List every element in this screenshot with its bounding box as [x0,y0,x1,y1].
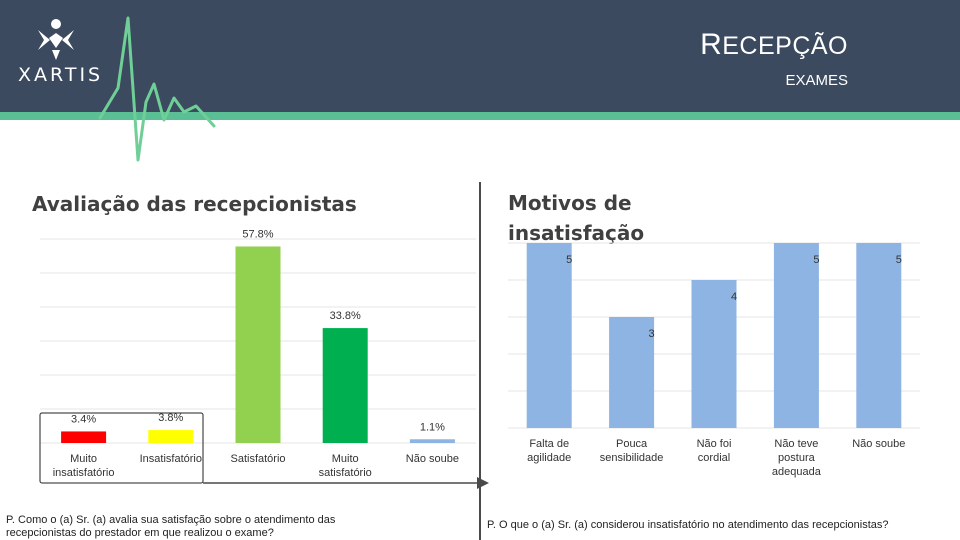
right-question: P. O que o (a) Sr. (a) considerou insati… [487,519,889,531]
right-chart-title: Motivos de insatisfação [508,191,645,245]
right-category-label: Não teve postura adequada [772,438,822,478]
left-category-label: Muito satisfatório [319,453,372,479]
right-category-label: Falta de agilidade [527,438,571,464]
right-bar [856,243,902,428]
insatisfaction-highlight-box [39,412,204,484]
left-value-label: 3.8% [158,412,183,424]
left-category-label: Insatisfatório [140,453,202,465]
page-title: RECEPÇÃO [700,28,848,62]
right-bar [691,280,737,428]
right-category-label: Não foi cordial [697,438,732,464]
left-bar [235,246,281,443]
left-bar-chart: 3.4% Muito insatisfatório 3.8% Insatisfatóri… [40,228,476,479]
right-bar-chart: 5 Falta de agilidade 3 Pouca sensibilidade 4 Nã… [508,242,920,478]
right-category-label: Pouca sensibilidade [600,438,664,464]
left-chart-title: Avaliação das recepcionistas [32,192,357,216]
left-value-label: 1.1% [420,421,445,433]
vertical-divider [479,182,481,540]
right-bar [773,243,819,428]
left-bar [322,328,368,443]
left-value-label: 33.8% [330,310,361,322]
right-value-label: 3 [649,328,655,340]
left-question: P. Como o (a) Sr. (a) avalia sua satisfa… [6,514,336,539]
left-category-label: Satisfatório [230,453,285,465]
left-category-label: Muito insatisfatório [53,453,115,479]
page-subtitle: EXAMES [785,72,848,89]
left-bar [61,431,107,443]
header-banner [0,0,960,112]
right-value-label: 5 [566,254,572,266]
right-value-label: 5 [813,254,819,266]
right-value-label: 5 [896,254,902,266]
right-bar [526,243,572,428]
left-category-label: Não soube [406,453,459,465]
xartis-logo-icon [38,19,74,60]
page-title-rest: ECEPÇÃO [722,32,848,60]
left-bar [148,430,194,443]
left-value-label: 57.8% [242,228,273,240]
heartbeat-line-icon [98,16,216,162]
left-value-label: 3.4% [71,413,96,425]
right-category-label: Não soube [852,438,905,450]
left-bar [409,439,455,443]
right-value-label: 4 [731,291,737,303]
brand-name: XARTIS [18,64,104,86]
page-title-initial: R [700,28,723,61]
header-stripe [0,112,960,120]
right-bar [609,317,655,428]
